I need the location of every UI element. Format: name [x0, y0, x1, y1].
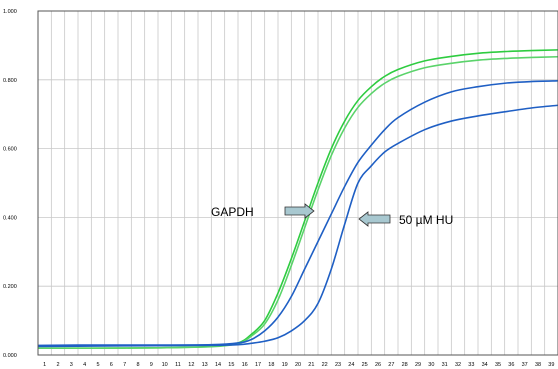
x-tick-label: 27 [388, 362, 394, 368]
annotation-hu-label: 50 µM HU [399, 213, 453, 227]
x-tick-label: 16 [242, 362, 248, 368]
right-arrow-icon [284, 203, 315, 219]
x-tick-label: 22 [322, 362, 328, 368]
x-tick-label: 15 [228, 362, 234, 368]
x-tick-label: 21 [308, 362, 314, 368]
grid [37, 10, 558, 356]
x-tick-label: 39 [548, 362, 554, 368]
x-tick-label: 14 [215, 362, 221, 368]
x-tick-label: 6 [110, 362, 113, 368]
x-tick-label: 13 [202, 362, 208, 368]
x-tick-labels: 1 2 3 4 5 6 7 8 9 10 11 12 13 14 15 16 17 18 19 20 21 22 23 24 2… [43, 362, 554, 368]
x-tick-label: 25 [362, 362, 368, 368]
y-tick-label: 0.800 [3, 78, 17, 84]
series-line-3 [37, 80, 558, 347]
x-tick-label: 37 [522, 362, 528, 368]
x-tick-label: 2 [56, 362, 59, 368]
annotation-gapdh: GAPDH [211, 203, 315, 219]
y-tick-label: 1.000 [3, 9, 17, 15]
x-tick-label: 36 [508, 362, 514, 368]
plot-frame [37, 10, 558, 356]
x-tick-label: 23 [335, 362, 341, 368]
x-tick-label: 12 [188, 362, 194, 368]
x-tick-label: 3 [70, 362, 73, 368]
x-tick-label: 9 [150, 362, 153, 368]
x-tick-label: 5 [96, 362, 99, 368]
x-tick-label: 26 [375, 362, 381, 368]
x-tick-label: 20 [295, 362, 301, 368]
left-arrow-icon [358, 211, 391, 227]
y-tick-labels: 0.000 0.200 0.400 0.600 0.800 1.000 [3, 9, 17, 359]
x-tick-label: 34 [482, 362, 488, 368]
series-lines [37, 49, 558, 349]
series-line-4 [37, 104, 558, 348]
x-tick-label: 1 [43, 362, 46, 368]
x-tick-label: 35 [495, 362, 501, 368]
x-tick-label: 30 [428, 362, 434, 368]
x-tick-label: 19 [282, 362, 288, 368]
x-tick-label: 28 [402, 362, 408, 368]
x-tick-label: 38 [535, 362, 541, 368]
y-tick-label: 0.600 [3, 147, 17, 153]
x-tick-label: 11 [175, 362, 181, 368]
y-tick-label: 0.400 [3, 215, 17, 221]
x-tick-label: 31 [442, 362, 448, 368]
x-tick-label: 32 [455, 362, 461, 368]
y-tick-label: 0.000 [3, 353, 17, 359]
series-line-2 [37, 55, 558, 349]
x-tick-label: 4 [83, 362, 86, 368]
x-tick-label: 18 [268, 362, 274, 368]
x-tick-label: 29 [415, 362, 421, 368]
x-tick-label: 7 [123, 362, 126, 368]
annotation-hu: 50 µM HU [358, 211, 453, 227]
series-line-1 [37, 49, 558, 349]
x-tick-label: 8 [136, 362, 139, 368]
annotation-gapdh-label: GAPDH [211, 205, 254, 219]
x-tick-label: 10 [162, 362, 168, 368]
y-tick-label: 0.200 [3, 284, 17, 290]
x-tick-label: 33 [468, 362, 474, 368]
x-tick-label: 17 [255, 362, 261, 368]
x-tick-label: 24 [348, 362, 354, 368]
